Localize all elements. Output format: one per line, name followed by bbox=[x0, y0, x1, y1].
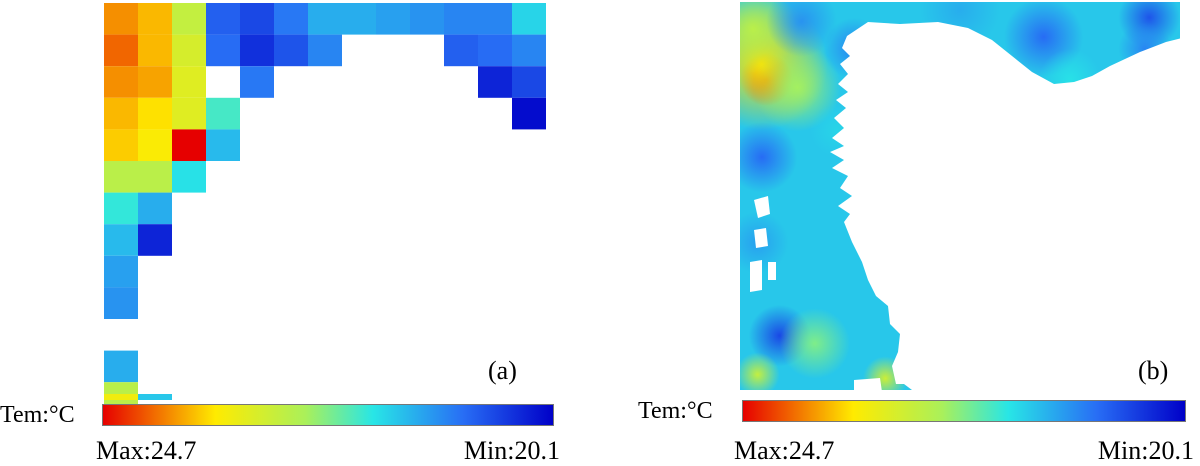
heatmap-cell bbox=[512, 66, 546, 98]
land-area bbox=[854, 378, 882, 392]
heatmap-cell bbox=[138, 3, 172, 35]
colorbar-max-label-b: Max:24.7 bbox=[734, 436, 835, 465]
heatmap-cell bbox=[138, 394, 172, 400]
heatmap-cell bbox=[206, 3, 240, 35]
land-area bbox=[754, 196, 770, 218]
heatmap-cell bbox=[444, 34, 478, 67]
heatmap-cell bbox=[512, 34, 546, 67]
heatmap-cell bbox=[138, 97, 172, 130]
heatmap-cell bbox=[410, 3, 444, 35]
panel-label-b: (b) bbox=[1138, 356, 1169, 385]
heatmap-cell bbox=[342, 3, 376, 35]
heatmap-cell bbox=[274, 3, 308, 35]
heatmap-cell bbox=[512, 97, 546, 130]
heatmap-cell bbox=[104, 224, 138, 256]
land-area bbox=[768, 262, 776, 280]
heatmap-cell bbox=[138, 129, 172, 161]
jetty bbox=[1144, 62, 1150, 96]
heatmap-cell bbox=[138, 192, 172, 225]
heatmap-b bbox=[740, 2, 1200, 400]
heatmap-cell bbox=[138, 66, 172, 98]
colorbar-min-label-a: Min:20.1 bbox=[463, 436, 560, 465]
heatmap-cell bbox=[240, 34, 274, 67]
heatmap-a bbox=[104, 3, 546, 414]
panel-label-a: (a) bbox=[488, 356, 517, 385]
heatmap-cell bbox=[172, 66, 206, 98]
colorbar-min-label-b: Min:20.1 bbox=[1097, 436, 1194, 465]
panel-a: (a) Tem:°C Max:24.7 Min:20.1 bbox=[0, 0, 600, 465]
heatmap-cell bbox=[240, 3, 274, 35]
temperature-hotspot bbox=[740, 122, 798, 193]
heatmap-cell bbox=[104, 394, 138, 400]
heatmap-cell bbox=[138, 161, 172, 193]
panel-b: (b) Tem:°C Max:24.7 Min:20.1 bbox=[600, 0, 1200, 465]
heatmap-cell bbox=[104, 129, 138, 161]
heatmap-cell bbox=[376, 3, 410, 35]
heatmap-cell bbox=[206, 97, 240, 130]
heatmap-cell bbox=[206, 129, 240, 161]
jetty bbox=[1128, 66, 1134, 100]
heatmap-cell bbox=[308, 34, 342, 67]
land-area bbox=[950, 160, 1190, 400]
temperature-hotspot bbox=[766, 2, 837, 57]
land-area bbox=[754, 228, 768, 248]
heatmap-cell bbox=[104, 255, 138, 288]
heatmap-cell bbox=[172, 129, 206, 161]
heatmap-cell bbox=[240, 66, 274, 98]
heatmap-cell bbox=[172, 97, 206, 130]
heatmap-cell bbox=[104, 66, 138, 98]
colorbar-title-a: Tem:°C bbox=[0, 402, 75, 428]
temperature-hotspot bbox=[740, 352, 780, 390]
heatmap-cell bbox=[308, 3, 342, 35]
heatmap-cell bbox=[172, 161, 206, 193]
heatmap-cell bbox=[206, 34, 240, 67]
heatmap-cell bbox=[478, 3, 512, 35]
heatmap-cells bbox=[104, 3, 546, 414]
heatmap-cell bbox=[478, 34, 512, 67]
heatmap-cell bbox=[104, 350, 138, 383]
colorbar-max-label-a: Max:24.7 bbox=[96, 436, 197, 465]
heatmap-cell bbox=[104, 161, 138, 193]
heatmap-cell bbox=[138, 34, 172, 67]
land-mask bbox=[750, 22, 1200, 400]
land-area bbox=[750, 260, 762, 292]
heatmap-cell bbox=[138, 224, 172, 256]
jetty bbox=[1168, 74, 1174, 84]
colorbar-title-b: Tem:°C bbox=[638, 398, 713, 424]
heatmap-cell bbox=[172, 3, 206, 35]
temperature-hotspot bbox=[779, 308, 850, 379]
heatmap-cell bbox=[104, 3, 138, 35]
heatmap-cell bbox=[104, 192, 138, 225]
heatmap-cell bbox=[444, 3, 478, 35]
colorbar-a bbox=[102, 404, 554, 426]
heatmap-cell bbox=[104, 97, 138, 130]
heatmap-cell bbox=[104, 287, 138, 319]
heatmap-cell bbox=[478, 66, 512, 98]
heatmap-cell bbox=[172, 34, 206, 67]
colorbar-b bbox=[742, 400, 1186, 422]
heatmap-cell bbox=[512, 3, 546, 35]
land-area bbox=[1196, 160, 1200, 400]
heatmap-cell bbox=[104, 34, 138, 67]
heatmap-cell bbox=[274, 34, 308, 67]
